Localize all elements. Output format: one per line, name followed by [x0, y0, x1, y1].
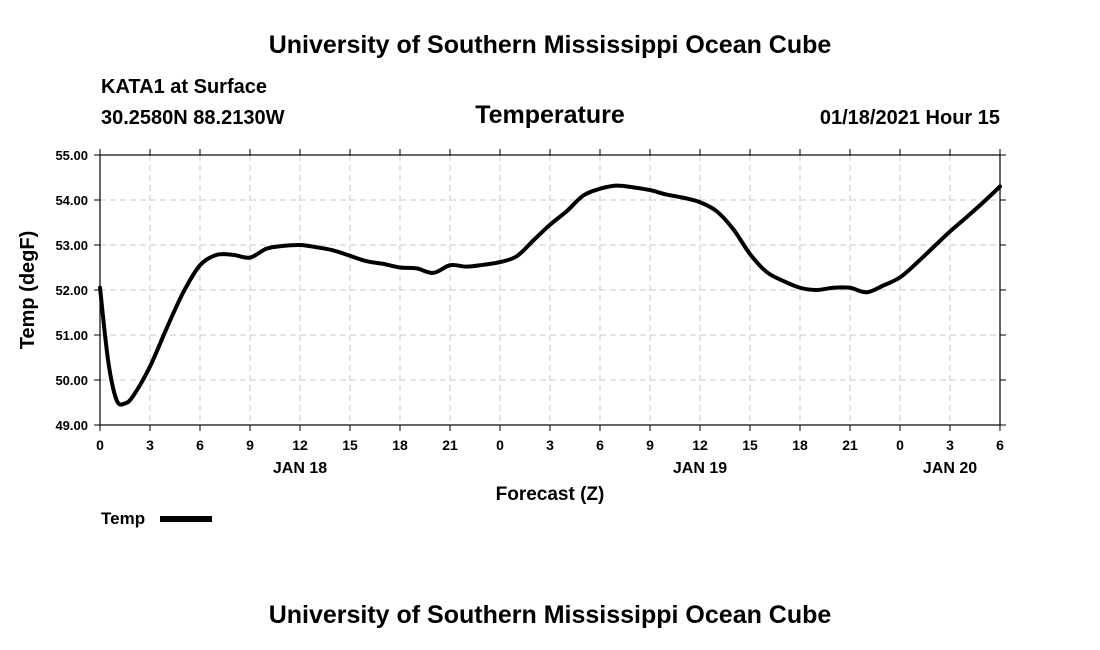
y-tick-label: 52.00 [55, 283, 88, 298]
x-tick-label: 9 [246, 437, 254, 453]
legend-swatch [160, 516, 212, 522]
x-tick-label: 0 [496, 437, 504, 453]
x-tick-label: 3 [546, 437, 554, 453]
axis-ticks [94, 149, 1006, 431]
y-tick-label: 50.00 [55, 373, 88, 388]
x-axis-label: Forecast (Z) [496, 484, 605, 505]
x-tick-label: 6 [996, 437, 1004, 453]
x-tick-label: 12 [692, 437, 708, 453]
date-label: JAN 20 [923, 460, 977, 477]
y-axis-label: Temp (degF) [17, 231, 39, 350]
x-tick-label: 21 [442, 437, 458, 453]
x-tick-label: 3 [146, 437, 154, 453]
x-tick-label: 21 [842, 437, 858, 453]
title-top: University of Southern Mississippi Ocean… [268, 31, 832, 59]
x-tick-label: 18 [392, 437, 408, 453]
x-tick-label: 15 [342, 437, 358, 453]
x-tick-label: 9 [646, 437, 654, 453]
x-tick-label: 6 [196, 437, 204, 453]
date-label: JAN 18 [273, 460, 327, 477]
title-bottom: University of Southern Mississippi Ocean… [268, 601, 832, 629]
variable-title: Temperature [475, 101, 625, 129]
y-tick-label: 49.00 [55, 418, 88, 433]
x-tick-label: 0 [96, 437, 104, 453]
x-tick-labels: 0 3 6 9 12 15 18 21 0 3 6 9 12 15 18 21 0 3 6 [96, 437, 1004, 453]
grid-lines [100, 155, 1000, 425]
date-labels: JAN 18 JAN 19 JAN 20 [273, 460, 977, 477]
x-tick-label: 6 [596, 437, 604, 453]
x-tick-label: 18 [792, 437, 808, 453]
x-tick-label: 15 [742, 437, 758, 453]
datetime-label: 01/18/2021 Hour 15 [819, 107, 1000, 129]
station-label: KATA1 at Surface [101, 76, 267, 98]
y-tick-label: 53.00 [55, 238, 88, 253]
y-tick-label: 54.00 [55, 193, 88, 208]
y-tick-label: 51.00 [55, 328, 88, 343]
coords-label: 30.2580N 88.2130W [101, 107, 285, 129]
temp-series-line [98, 183, 1002, 407]
date-label: JAN 19 [673, 460, 727, 477]
y-tick-labels: 49.00 50.00 51.00 52.00 53.00 54.00 55.00 [55, 148, 88, 433]
legend-label: Temp [101, 509, 146, 528]
x-tick-label: 12 [292, 437, 308, 453]
x-tick-label: 0 [896, 437, 904, 453]
y-tick-label: 55.00 [55, 148, 88, 163]
x-tick-label: 3 [946, 437, 954, 453]
